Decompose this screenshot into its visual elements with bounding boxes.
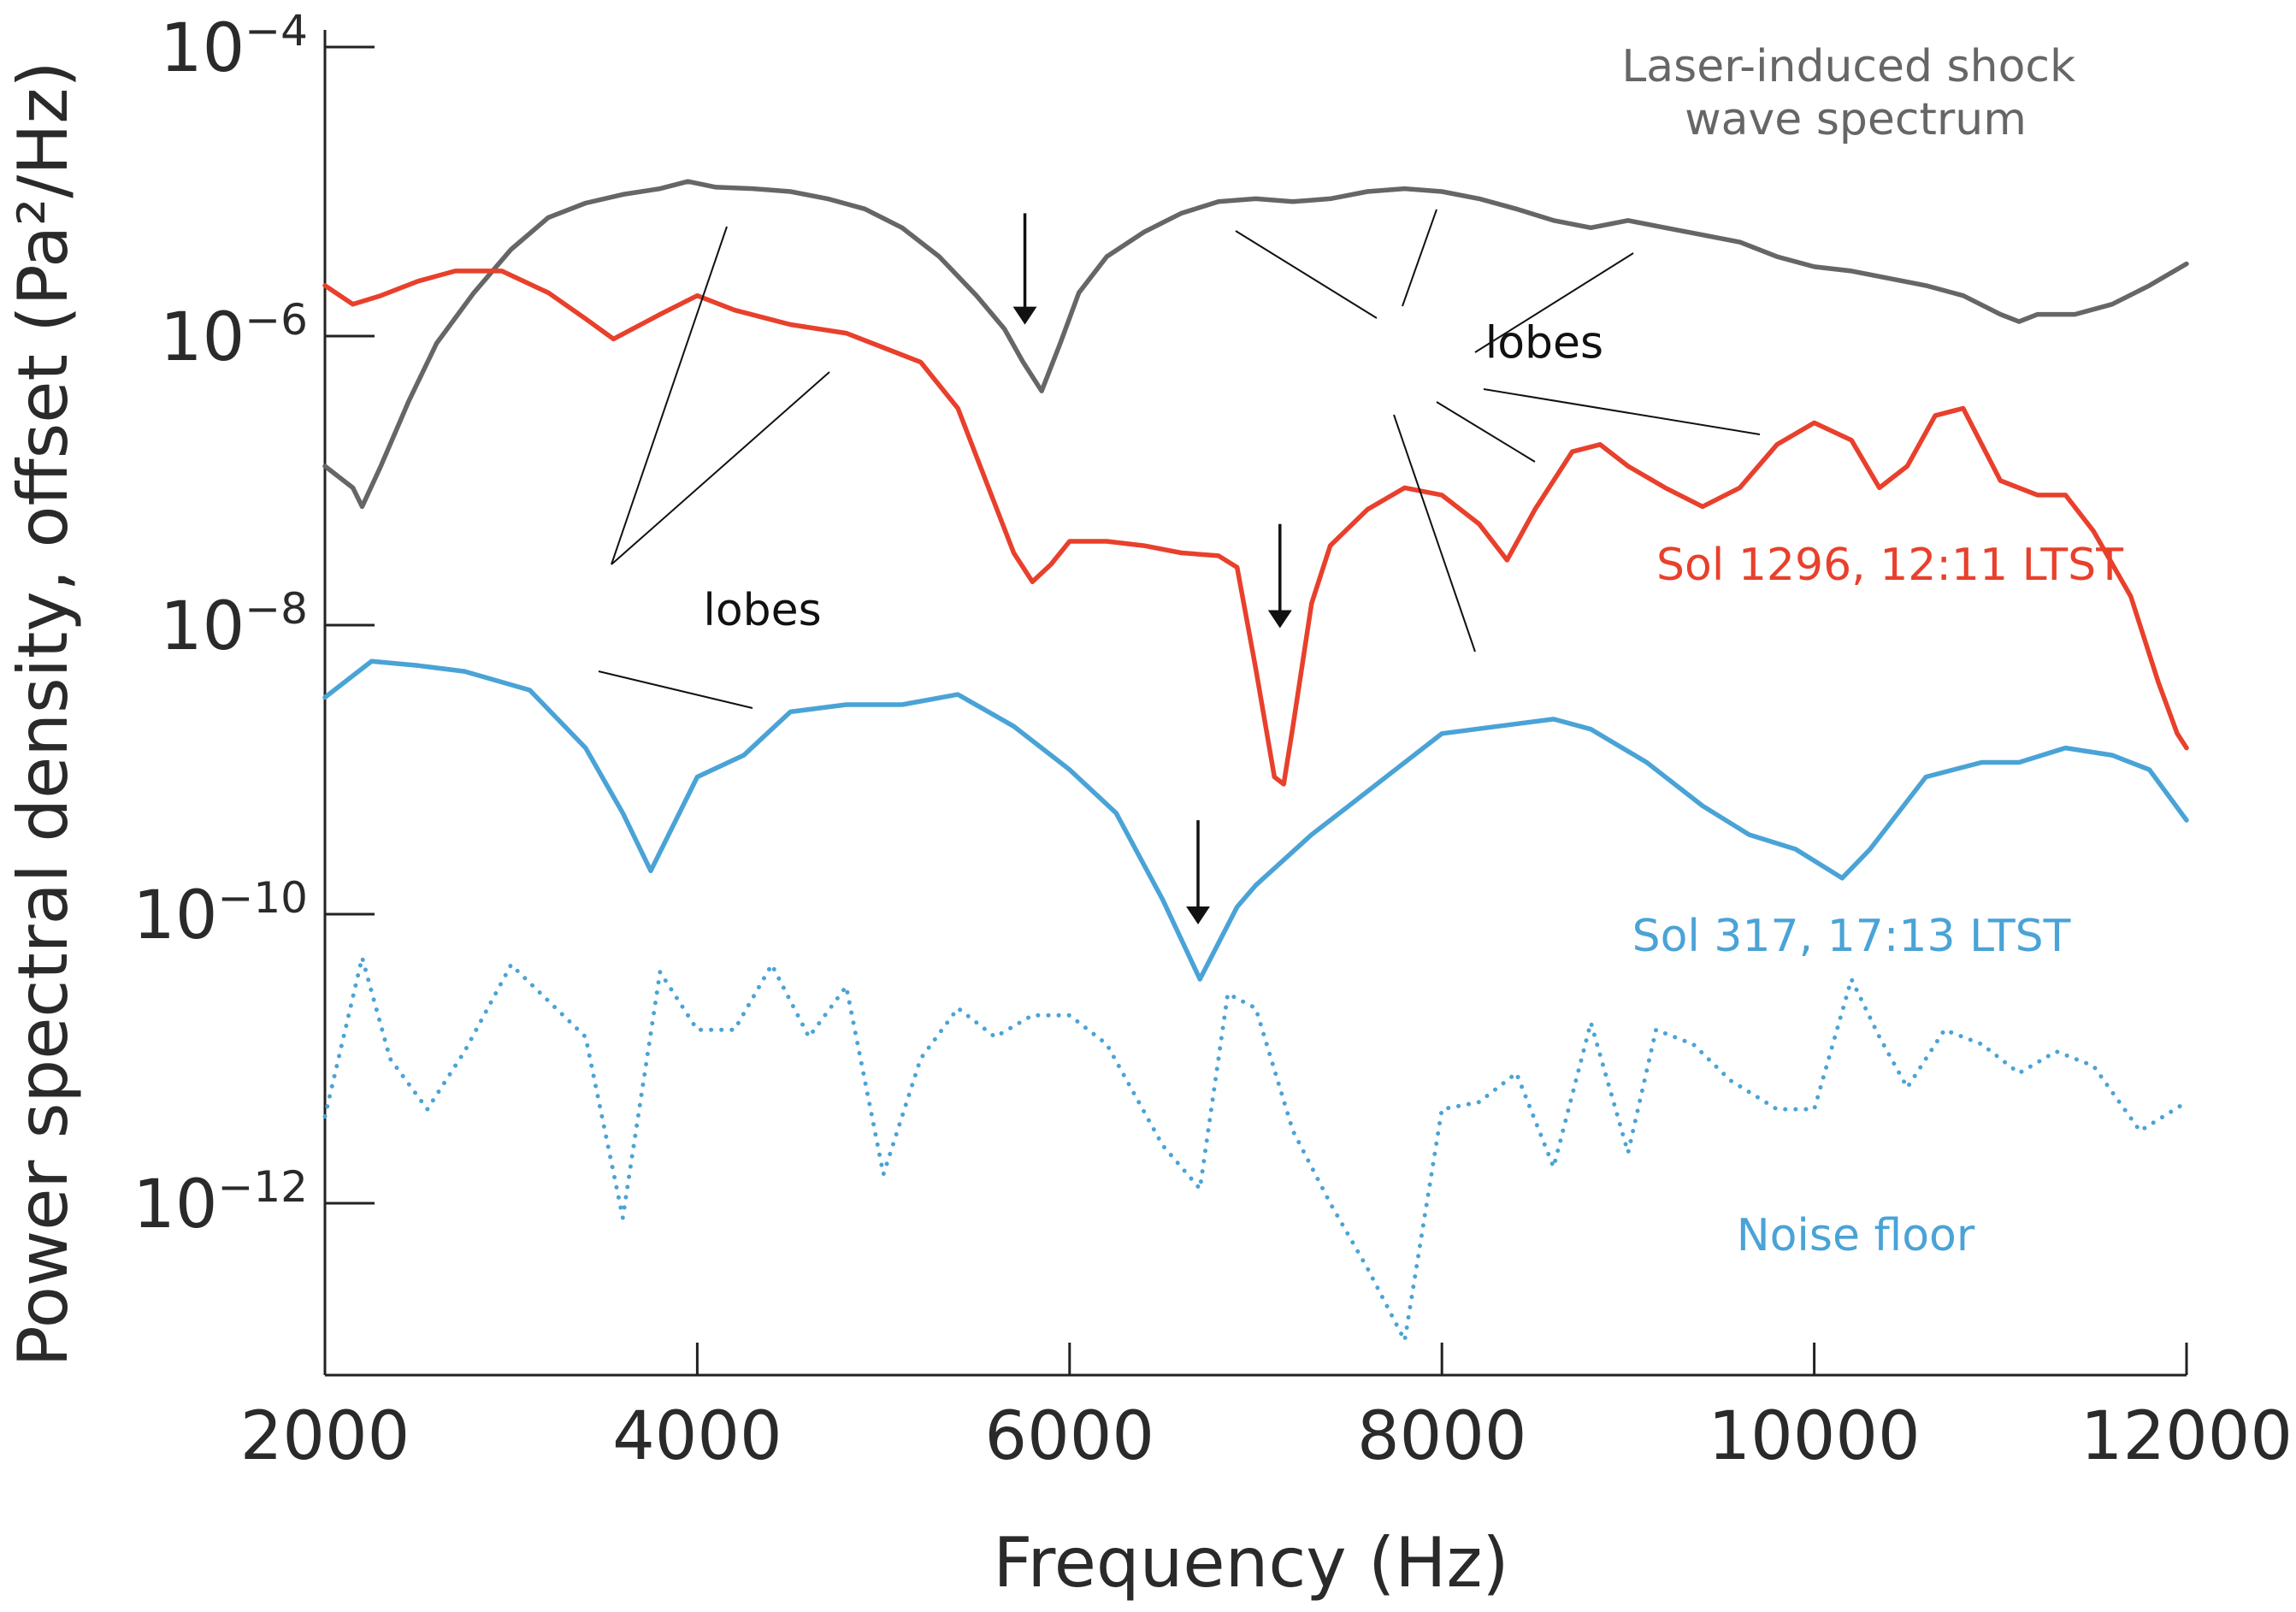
- y-tick-label: 10−12: [133, 1162, 308, 1243]
- x-axis-title: Frequency (Hz): [993, 1523, 1508, 1603]
- lobes-label: lobes: [703, 585, 821, 636]
- lobe-leader-line: [598, 670, 753, 709]
- legend-sol1296-label: Sol 1296, 12:11 LTST: [1656, 540, 2123, 591]
- x-tick-label: 4000: [612, 1398, 782, 1475]
- noise-floor-line: [322, 955, 2189, 1343]
- legend-sol317-label: Sol 317, 17:13 LTST: [1632, 911, 2071, 962]
- series-layer: [322, 179, 2189, 1343]
- sol317-line: [322, 658, 2189, 982]
- x-tick-label: 6000: [985, 1398, 1155, 1475]
- legend-laser-line-1: Laser-induced shock: [1621, 41, 2075, 92]
- y-tick-label: 10−10: [133, 873, 308, 954]
- lobe-leader-line: [1483, 388, 1761, 435]
- y-axis-title: Power spectral density, offset (Pa²/Hz): [3, 61, 83, 1367]
- x-tick-label: 2000: [240, 1398, 410, 1475]
- lobe-leader-line: [1436, 401, 1536, 463]
- legend-laser-label: Laser-induced shock wave spectrum: [1621, 41, 2089, 145]
- x-tick-label: 8000: [1357, 1398, 1527, 1475]
- sol1296-line: [322, 269, 2189, 787]
- lobe-leader-line: [1402, 209, 1437, 307]
- lobe-leader-line: [1235, 230, 1378, 319]
- laser-spectrum-line: [322, 179, 2189, 510]
- lobes-label: lobes: [1485, 317, 1603, 369]
- lobe-leader-line: [611, 371, 830, 565]
- legend-laser-line-2: wave spectrum: [1685, 94, 2027, 145]
- x-tick-label: 10000: [1709, 1398, 1921, 1475]
- x-tick-label: 12000: [2081, 1398, 2293, 1475]
- y-tick-label: 10−4: [160, 6, 308, 87]
- y-tick-label: 10−6: [160, 295, 308, 376]
- axes: 2000 4000 6000 8000 10000 12000 10−4 10−6 10−8 10…: [133, 6, 2293, 1475]
- legend-noise-label: Noise floor: [1737, 1210, 1975, 1261]
- annotation-layer: lobes lobes: [598, 209, 1761, 924]
- lobe-leader-line: [1393, 414, 1476, 652]
- y-tick-label: 10−8: [160, 584, 308, 665]
- lobe-leader-line: [611, 226, 728, 565]
- lobe-leader-line: [1474, 252, 1634, 353]
